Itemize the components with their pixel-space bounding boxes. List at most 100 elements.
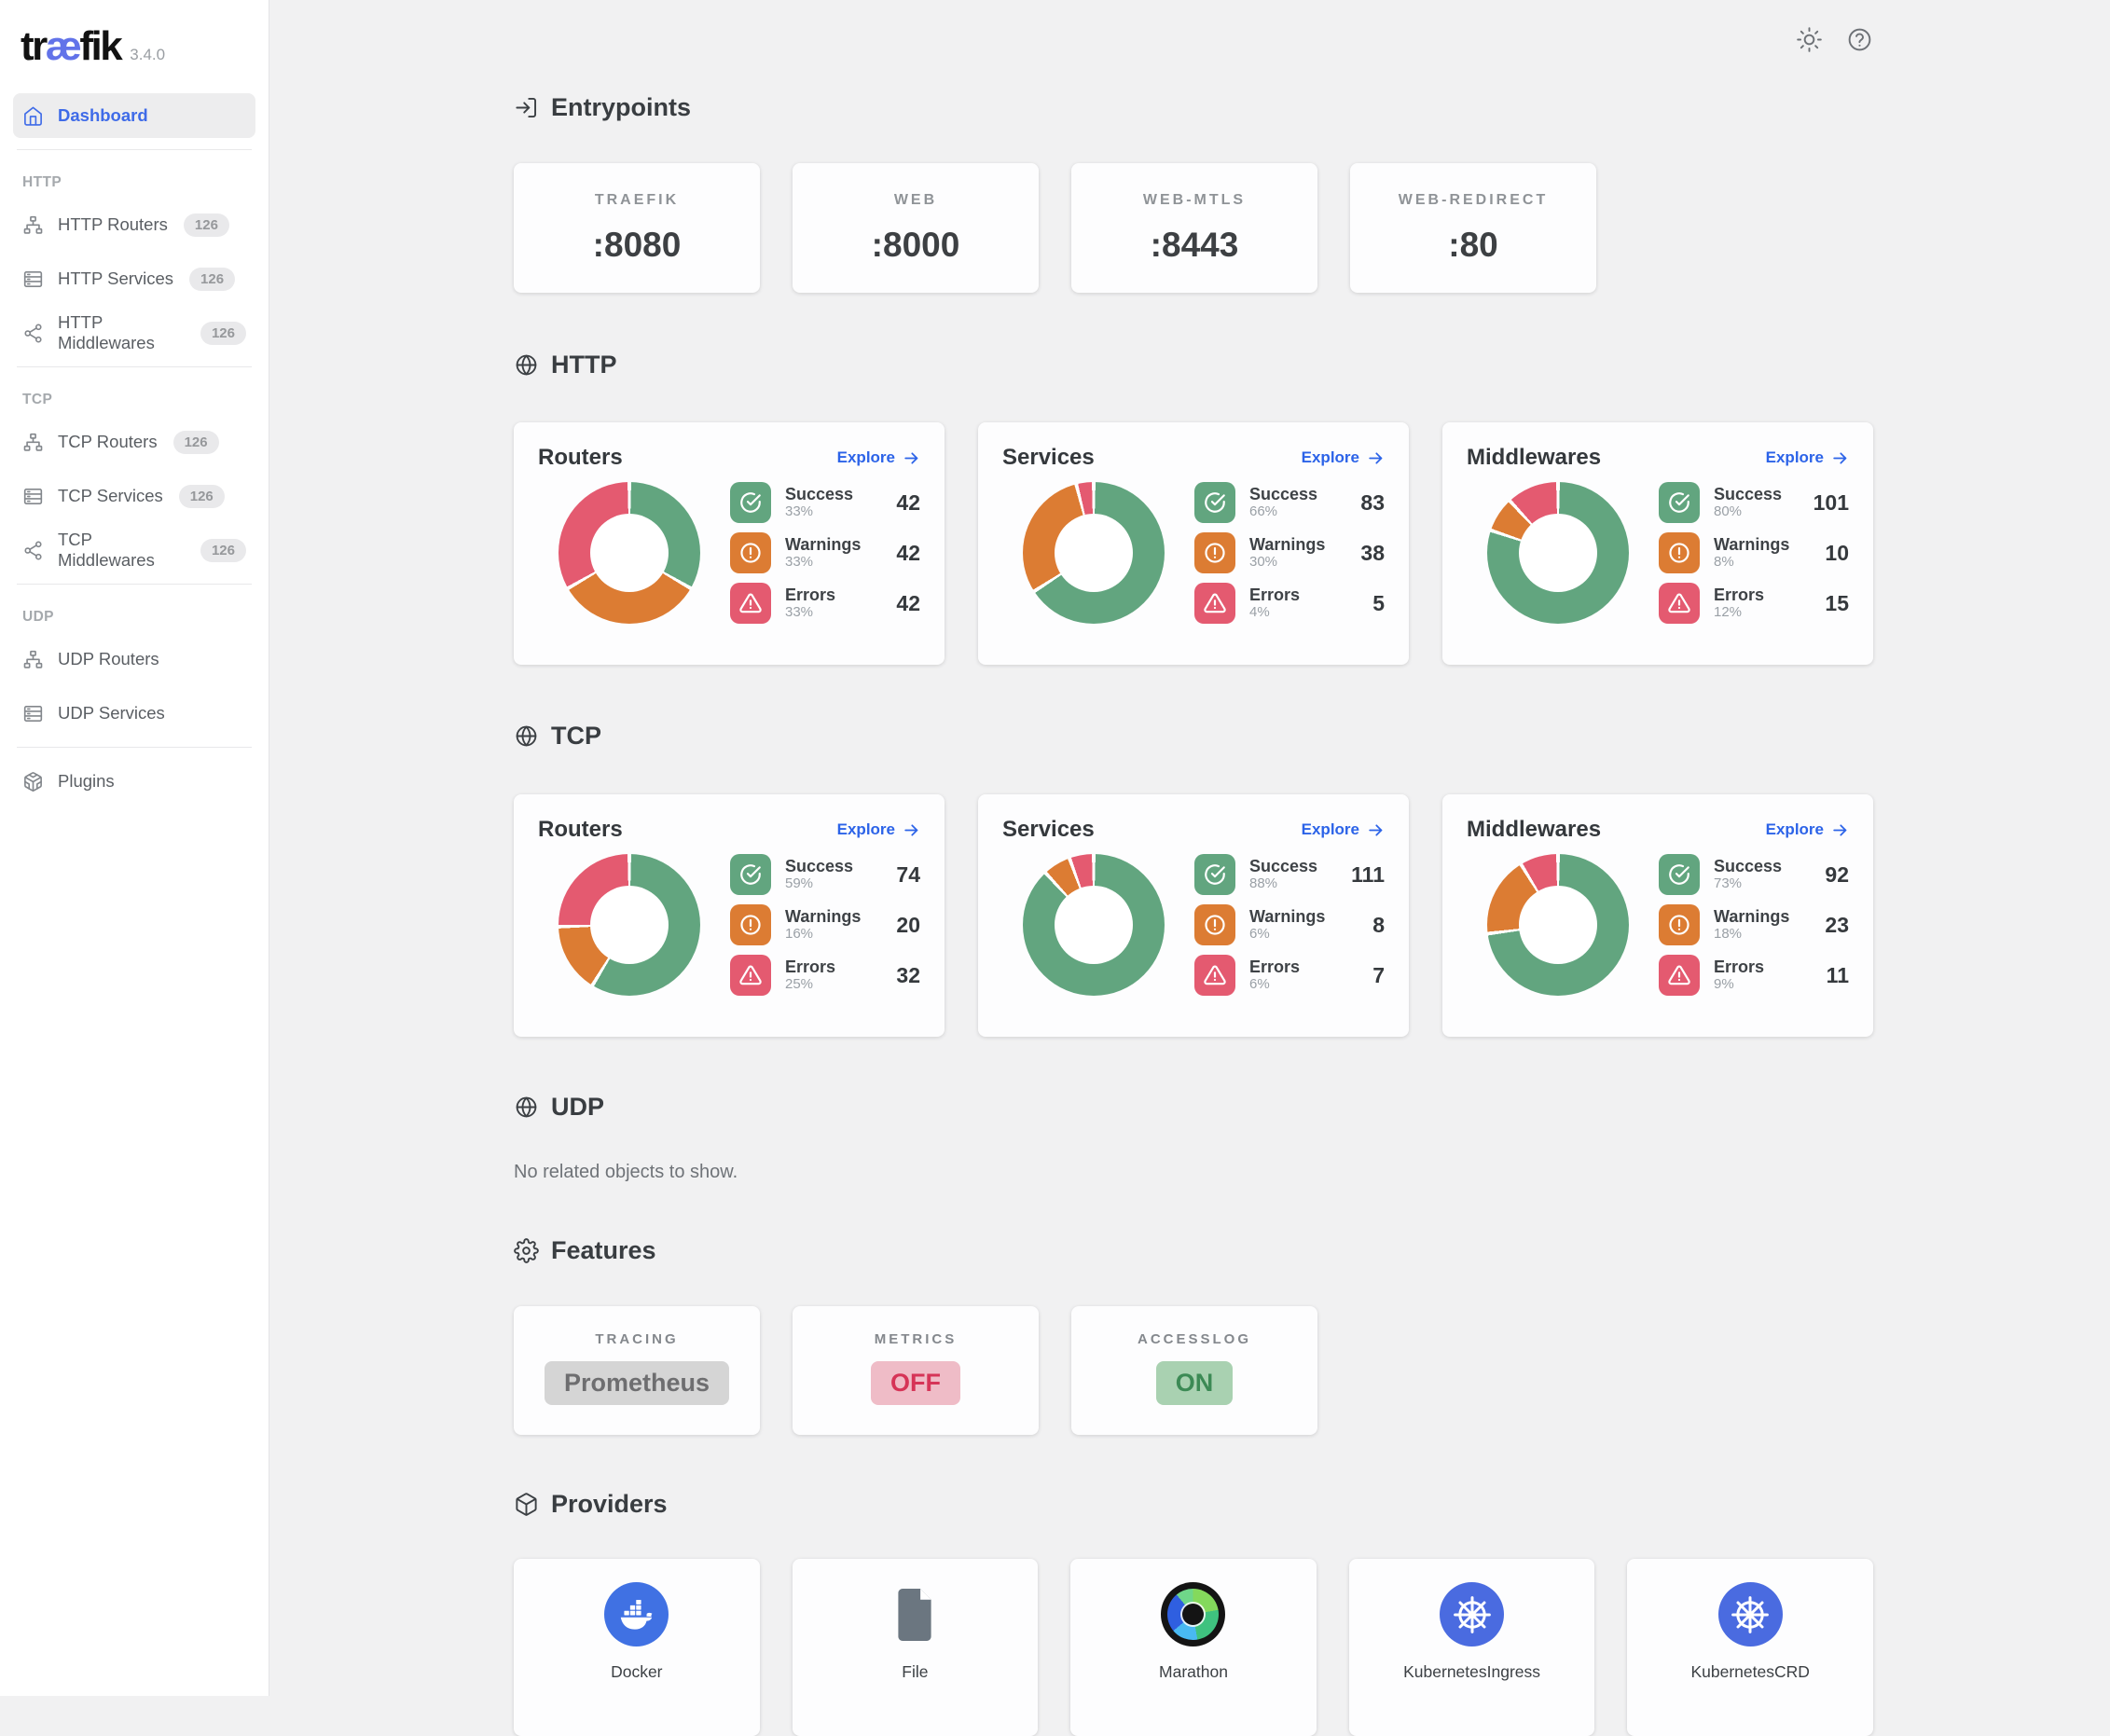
sidebar-nav: Dashboard HTTP HTTP Routers 126 HTTP Ser… xyxy=(0,93,269,804)
legend-label: Success xyxy=(1249,856,1318,875)
legend-label: Errors xyxy=(1249,957,1301,976)
donut-hole xyxy=(1055,886,1133,964)
legend-value: 23 xyxy=(1825,912,1849,937)
tcp-cards-row: Routers Explore Success 59% 74 Warnings … xyxy=(514,794,1873,1037)
explore-link[interactable]: Explore xyxy=(1766,820,1849,839)
legend-text: Errors 9% xyxy=(1714,958,1764,993)
entrypoint-port: :8000 xyxy=(871,225,960,264)
legend-row: Success 33% 42 xyxy=(730,482,920,523)
alert-circle-icon-badge xyxy=(730,904,771,945)
entrypoint-card: WEB-REDIRECT :80 xyxy=(1350,163,1596,293)
check-circle-icon-badge xyxy=(1659,482,1700,523)
sidebar-section-label: TCP xyxy=(22,392,53,407)
legend-text: Errors 4% xyxy=(1249,586,1300,621)
donut-hole xyxy=(1519,514,1597,592)
legend-value: 20 xyxy=(896,912,920,937)
sidebar-item-http-middlewares[interactable]: HTTP Middlewares 126 xyxy=(13,310,255,355)
arrow-right-icon xyxy=(903,449,920,467)
legend-row: Errors 33% 42 xyxy=(730,583,920,624)
legend-row: Warnings 6% 8 xyxy=(1194,904,1385,945)
card-header: Services Explore xyxy=(1002,817,1385,843)
section-heading-udp: UDP xyxy=(514,1093,1873,1122)
explore-link[interactable]: Explore xyxy=(1766,448,1849,467)
card-header: Routers Explore xyxy=(538,817,920,843)
alert-circle-icon-badge xyxy=(730,532,771,573)
provider-name: Docker xyxy=(611,1662,663,1681)
donut-hole xyxy=(1519,886,1597,964)
sidebar-item-label: Plugins xyxy=(58,771,115,791)
explore-link[interactable]: Explore xyxy=(837,820,920,839)
explore-link[interactable]: Explore xyxy=(1302,448,1385,467)
legend-text: Success 88% xyxy=(1249,856,1318,892)
explore-link[interactable]: Explore xyxy=(1302,820,1385,839)
alert-circle-icon xyxy=(1667,541,1691,565)
legend-text: Errors 6% xyxy=(1249,958,1300,993)
section-title: Entrypoints xyxy=(551,93,692,121)
legend-percent: 8% xyxy=(1714,554,1734,571)
theme-toggle-button[interactable] xyxy=(1795,26,1823,54)
plugins-icon xyxy=(22,771,44,792)
middlewares-icon xyxy=(22,540,44,561)
section-heading-features: Features xyxy=(514,1236,1873,1265)
section-title: UDP xyxy=(551,1093,605,1121)
entrypoint-card: TRAEFIK :8080 xyxy=(514,163,760,293)
legend-text: Errors 25% xyxy=(785,958,835,993)
legend-percent: 16% xyxy=(785,926,814,943)
legend-label: Errors xyxy=(785,585,836,604)
section-heading-entrypoints: Entrypoints xyxy=(514,93,1873,122)
sidebar-item-udp-routers[interactable]: UDP Routers xyxy=(13,637,255,682)
alert-triangle-icon-badge xyxy=(1659,955,1700,996)
legend-percent: 6% xyxy=(1249,976,1270,993)
login-icon xyxy=(514,95,539,120)
sidebar-item-tcp-routers[interactable]: TCP Routers 126 xyxy=(13,420,255,464)
sun-icon xyxy=(1796,26,1823,53)
legend-label: Success xyxy=(1714,484,1783,503)
legend-text: Success 66% xyxy=(1249,485,1317,520)
dashboard-content: Entrypoints TRAEFIK :8080 WEB :8000 WEB-… xyxy=(514,93,1873,1736)
chart-legend: Success 73% 92 Warnings 18% 23 Errors 9%… xyxy=(1659,854,1849,996)
section-title: Providers xyxy=(551,1490,668,1518)
legend-row: Warnings 18% 23 xyxy=(1659,904,1849,945)
sidebar-item-udp-services[interactable]: UDP Services xyxy=(13,691,255,736)
count-badge: 126 xyxy=(189,267,236,291)
feature-status-badge: OFF xyxy=(871,1361,960,1405)
legend-row: Success 59% 74 xyxy=(730,854,920,895)
legend-percent: 33% xyxy=(785,604,814,621)
feature-status-badge: Prometheus xyxy=(544,1361,730,1405)
legend-percent: 80% xyxy=(1714,503,1743,520)
provider-card-docker: Docker xyxy=(514,1559,760,1736)
donut-chart xyxy=(559,854,700,996)
kubernetes-icon xyxy=(1440,1582,1505,1646)
provider-card-kubernetesingress: KubernetesIngress xyxy=(1348,1559,1595,1736)
help-button[interactable] xyxy=(1845,26,1873,54)
providers-row: Docker File Marathon KubernetesIngress K… xyxy=(514,1559,1873,1736)
alert-circle-icon-badge xyxy=(1659,904,1700,945)
sidebar-item-plugins[interactable]: Plugins xyxy=(13,759,255,804)
donut-chart xyxy=(1487,854,1629,996)
legend-percent: 33% xyxy=(785,503,814,520)
sidebar-section-label: UDP xyxy=(22,609,54,625)
check-circle-icon-badge xyxy=(1194,854,1235,895)
card-title: Middlewares xyxy=(1467,445,1602,470)
sidebar-item-http-services[interactable]: HTTP Services 126 xyxy=(13,256,255,301)
card-body: Success 59% 74 Warnings 16% 20 Errors 25… xyxy=(538,854,920,996)
sidebar-item-dashboard[interactable]: Dashboard xyxy=(13,93,255,138)
section-title: HTTP xyxy=(551,351,617,379)
logo-ae: æ xyxy=(45,23,82,69)
sidebar-item-http-routers[interactable]: HTTP Routers 126 xyxy=(13,202,255,247)
help-icon xyxy=(1846,26,1873,53)
section-title: TCP xyxy=(551,722,601,750)
globe-icon xyxy=(514,723,539,749)
explore-link[interactable]: Explore xyxy=(837,448,920,467)
legend-row: Warnings 30% 38 xyxy=(1194,532,1385,573)
legend-row: Success 73% 92 xyxy=(1659,854,1849,895)
alert-circle-icon-badge xyxy=(1659,532,1700,573)
feature-name: METRICS xyxy=(874,1331,958,1347)
legend-row: Warnings 33% 42 xyxy=(730,532,920,573)
legend-row: Errors 4% 5 xyxy=(1194,583,1385,624)
sidebar-item-tcp-services[interactable]: TCP Services 126 xyxy=(13,474,255,518)
legend-percent: 9% xyxy=(1714,976,1734,993)
section-heading-tcp: TCP xyxy=(514,722,1873,751)
card-title: Services xyxy=(1002,445,1095,470)
sidebar-item-tcp-middlewares[interactable]: TCP Middlewares 126 xyxy=(13,528,255,572)
